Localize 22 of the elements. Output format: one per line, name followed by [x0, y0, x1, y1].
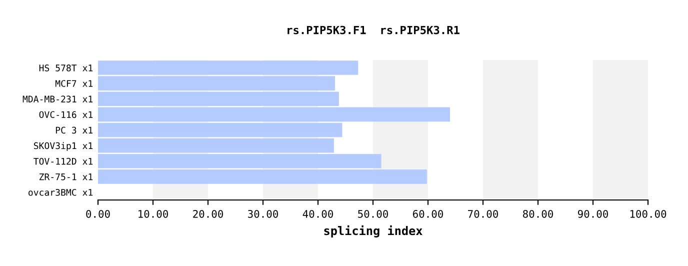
y-tick-label: MDA-MB-231 x1: [22, 96, 93, 102]
y-tick-label: SKOV3ip1 x1: [34, 142, 93, 151]
x-tick-label: 60.00: [413, 210, 444, 218]
x-tick-label: 0.00: [86, 210, 110, 218]
x-tick-label: 40.00: [302, 210, 334, 218]
y-tick-label: ZR-75-1 x1: [39, 174, 93, 180]
y-tick-label: ovcar3BMC x1: [28, 188, 93, 196]
x-tick-label: 20.00: [193, 210, 224, 218]
y-tick-label: HS 578T x1: [39, 64, 93, 72]
x-axis-title: splicing index: [324, 225, 422, 238]
x-tick-label: 90.00: [578, 210, 608, 218]
x-tick-label: 10.00: [138, 210, 168, 218]
chart-title: rs.PIP5K3.F1 rs.PIP5K3.R1: [288, 26, 460, 34]
y-tick-label: TOV-112D x1: [34, 158, 93, 165]
y-tick-label: OVC-116 x1: [39, 111, 93, 118]
y-tick-label: PC 3 x1: [56, 126, 93, 134]
y-tick-label: MCF7 x1: [55, 80, 93, 87]
x-tick-label: 100.00: [630, 210, 666, 218]
x-tick-label: 70.00: [468, 210, 498, 218]
x-tick-label: 30.00: [248, 210, 278, 218]
x-tick-label: 50.00: [358, 210, 388, 218]
x-tick-label: 80.00: [522, 210, 554, 218]
